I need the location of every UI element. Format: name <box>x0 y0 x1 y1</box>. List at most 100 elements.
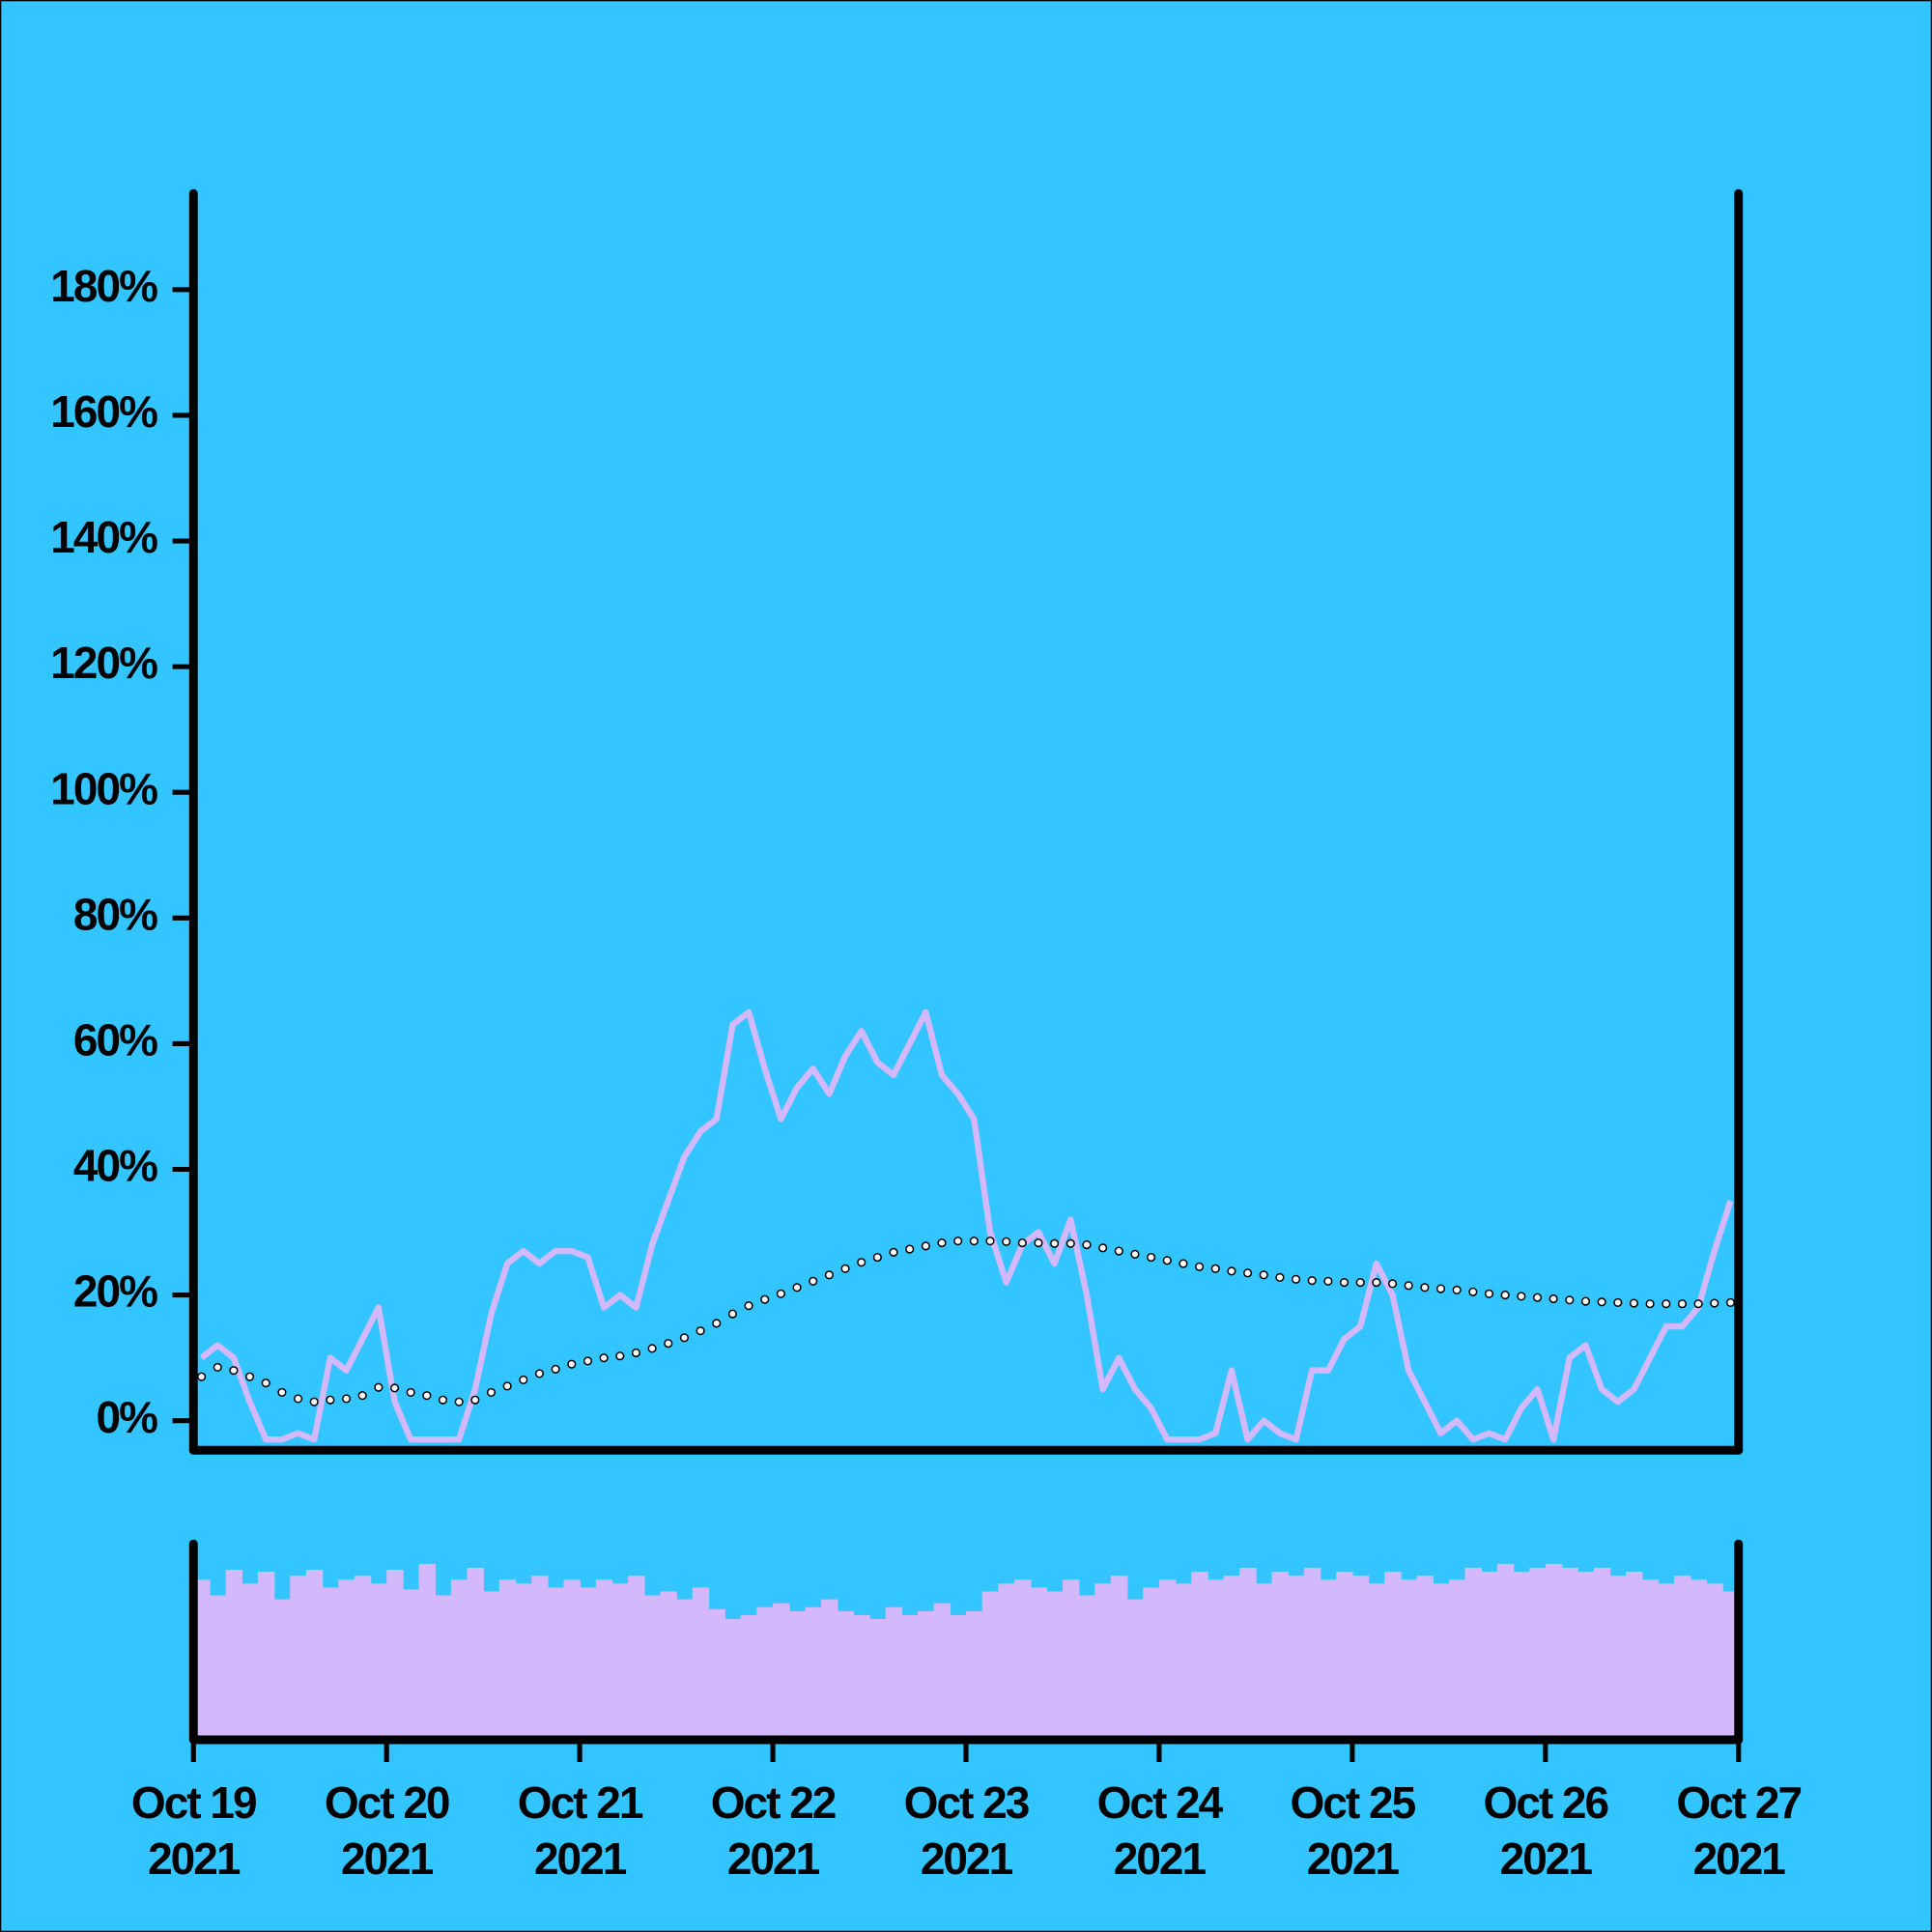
ma-marker <box>1710 1298 1719 1308</box>
volume-bar <box>467 1567 484 1738</box>
ma-marker <box>809 1276 818 1286</box>
volume-bar <box>1288 1576 1305 1738</box>
ma-marker <box>1082 1239 1092 1250</box>
ma-marker <box>792 1283 802 1293</box>
volume-bar <box>1496 1563 1515 1738</box>
ma-marker <box>1677 1299 1688 1309</box>
volume-bar <box>225 1570 243 1738</box>
volume-bar <box>1336 1572 1353 1738</box>
ma-marker <box>519 1375 528 1385</box>
volume-bar <box>933 1603 952 1738</box>
volume-bar <box>901 1614 919 1738</box>
ma-marker <box>824 1270 834 1280</box>
ma-marker <box>840 1264 850 1273</box>
x-tick-label: Oct 20 2021 <box>324 1776 451 1884</box>
ma-marker <box>760 1294 770 1304</box>
ma-marker <box>567 1359 577 1369</box>
ma-marker <box>696 1326 705 1336</box>
volume-bar <box>805 1606 822 1738</box>
volume-bar <box>418 1563 436 1738</box>
ma-marker <box>1210 1264 1220 1273</box>
volume-bar <box>1158 1579 1177 1738</box>
volume-bar <box>1175 1583 1193 1738</box>
volume-bar <box>1126 1599 1145 1738</box>
ma-marker <box>599 1353 609 1363</box>
volume-bar <box>402 1589 420 1738</box>
volume-bar <box>950 1614 967 1738</box>
ma-marker <box>1323 1276 1333 1286</box>
ma-marker <box>1387 1279 1398 1289</box>
volume-bar <box>1658 1583 1675 1738</box>
volume-bar <box>1609 1576 1627 1738</box>
volume-bar <box>547 1587 565 1738</box>
volume-bar <box>450 1579 469 1738</box>
volume-bar <box>1641 1579 1660 1738</box>
volume-bar <box>257 1572 275 1738</box>
x-tick-label: Oct 22 2021 <box>710 1776 838 1884</box>
ma-marker <box>1580 1296 1591 1306</box>
volume-bar <box>435 1595 452 1738</box>
ma-marker <box>309 1397 319 1406</box>
volume-bar <box>1271 1572 1289 1738</box>
volume-bar <box>773 1603 790 1738</box>
ma-marker <box>502 1381 512 1391</box>
volume-bar <box>740 1614 758 1738</box>
volume-bar <box>1384 1572 1402 1738</box>
volume-bar <box>1255 1583 1273 1738</box>
volume-bar <box>1351 1576 1370 1738</box>
ma-marker <box>889 1247 898 1257</box>
ma-marker <box>985 1236 995 1246</box>
volume-bar <box>643 1595 662 1738</box>
y-tick-label: 160% <box>50 386 157 437</box>
y-tick-label: 20% <box>73 1266 157 1317</box>
ma-marker <box>1517 1292 1526 1301</box>
volume-bar <box>498 1579 517 1738</box>
ma-marker <box>1693 1299 1703 1309</box>
volume-bar <box>1207 1579 1225 1738</box>
volume-bar <box>1433 1583 1450 1738</box>
ma-marker <box>326 1395 335 1405</box>
volume-bar <box>1561 1567 1578 1738</box>
ma-marker <box>438 1395 448 1405</box>
volume-bar <box>1303 1567 1321 1738</box>
ma-marker <box>872 1252 882 1263</box>
ma-marker <box>196 1372 207 1381</box>
ma-marker <box>244 1372 255 1381</box>
volume-bar <box>1320 1579 1337 1738</box>
ma-marker <box>213 1362 222 1373</box>
volume-bar <box>869 1619 887 1738</box>
volume-bar <box>1191 1572 1208 1738</box>
volume-bar <box>1626 1572 1643 1738</box>
volume-bar <box>966 1610 983 1738</box>
volume-bar <box>1062 1579 1080 1738</box>
volume-bar <box>580 1587 597 1738</box>
ma-marker <box>631 1348 641 1358</box>
x-tick-label: Oct 27 2021 <box>1676 1776 1803 1884</box>
volume-bar <box>1110 1576 1128 1738</box>
volume-bar <box>242 1583 259 1738</box>
ma-marker <box>1372 1278 1381 1288</box>
ma-marker <box>534 1369 545 1378</box>
ma-marker <box>1147 1252 1156 1263</box>
ma-marker <box>1355 1278 1365 1288</box>
volume-bar <box>628 1576 645 1738</box>
volume-bar <box>322 1587 339 1738</box>
ma-marker <box>470 1395 480 1405</box>
volume-bar <box>1078 1595 1096 1738</box>
volume-bar <box>1239 1567 1257 1738</box>
volume-bar <box>853 1614 870 1738</box>
ma-marker <box>1162 1256 1172 1265</box>
volume-bar <box>1368 1583 1385 1738</box>
volume-bar <box>305 1570 324 1738</box>
volume-bar <box>998 1583 1015 1738</box>
ma-marker <box>1339 1278 1350 1288</box>
volume-bar <box>1513 1572 1530 1738</box>
ma-marker <box>1002 1236 1011 1246</box>
ma-marker <box>1050 1238 1060 1248</box>
volume-bar <box>1593 1567 1611 1738</box>
ma-marker <box>1034 1238 1043 1248</box>
x-tick-label: Oct 25 2021 <box>1290 1776 1417 1884</box>
ma-marker <box>1725 1297 1736 1308</box>
ma-marker <box>1275 1272 1285 1282</box>
